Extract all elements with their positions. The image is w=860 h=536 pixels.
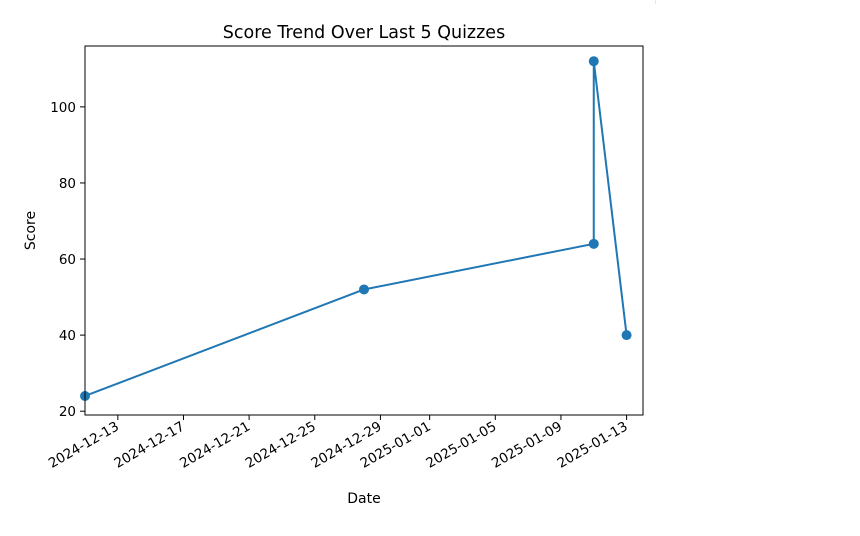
data-point xyxy=(359,284,369,295)
data-point xyxy=(621,330,632,341)
x-tick-label: 2024-12-17 xyxy=(112,419,188,472)
y-tick-label: 60 xyxy=(59,252,76,268)
x-tick-label: 2025-01-05 xyxy=(423,419,499,472)
x-tick-label: 2024-12-25 xyxy=(243,419,319,472)
y-tick-label: 80 xyxy=(59,176,76,192)
x-tick-label: 2025-01-13 xyxy=(555,419,631,472)
top-edge-divider xyxy=(655,0,656,4)
y-tick-label: 20 xyxy=(59,404,76,420)
series-line xyxy=(84,60,628,397)
data-point xyxy=(588,238,599,249)
plot-frame xyxy=(84,45,644,416)
x-tick-label: 2024-12-13 xyxy=(46,419,122,472)
y-axis-label: Score xyxy=(23,211,39,250)
data-point xyxy=(588,56,599,67)
x-tick-label: 2025-01-09 xyxy=(489,419,565,472)
y-tick-label: 100 xyxy=(50,100,76,116)
x-axis-label: Date xyxy=(347,491,380,507)
y-tick-label: 40 xyxy=(59,328,76,344)
x-tick-label: 2024-12-21 xyxy=(177,419,253,472)
chart-title: Score Trend Over Last 5 Quizzes xyxy=(223,23,505,43)
